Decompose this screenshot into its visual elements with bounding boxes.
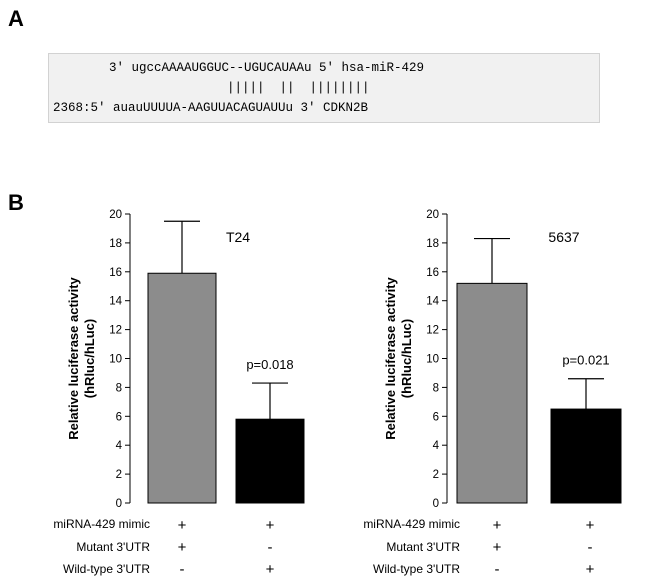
y-tick-label-5637: 4 — [433, 440, 440, 452]
bar-t24-1 — [235, 418, 305, 504]
y-tick-label-t24: 16 — [109, 267, 122, 279]
sign-right-mutant-mutant: + — [492, 539, 502, 556]
sign-left-wildtype-wildtype: + — [265, 561, 275, 578]
y-tick-label-t24: 20 — [109, 209, 122, 221]
sign-left-mimic-wildtype: + — [265, 517, 275, 534]
condition-label-mutant-left: Mutant 3'UTR — [76, 540, 150, 554]
sign-right-mutant-wildtype: - — [587, 539, 593, 556]
y-tick-label-5637: 20 — [426, 209, 439, 221]
sign-left-mutant-wildtype: - — [267, 539, 273, 556]
y-tick-label-5637: 6 — [433, 411, 439, 423]
y-tick-label-5637: 2 — [433, 469, 439, 481]
chart-title-t24: T24 — [226, 229, 250, 245]
sign-right-wildtype-mutant: - — [494, 561, 500, 578]
y-tick-label-t24: 2 — [116, 469, 122, 481]
condition-label-wildtype-left: Wild-type 3'UTR — [63, 562, 150, 576]
y-tick-label-5637: 18 — [426, 238, 439, 250]
base-pairing-line: ||||| || |||||||| — [227, 81, 370, 95]
condition-label-mimic-right: miRNA-429 mimic — [363, 517, 460, 531]
bar-5637-1 — [550, 408, 622, 504]
y-axis-label-t24: Relative luciferase activity — [66, 276, 81, 439]
sign-right-wildtype-wildtype: + — [585, 561, 595, 578]
y-tick-label-t24: 6 — [116, 411, 122, 423]
sign-left-mutant-mutant: + — [177, 539, 187, 556]
y-axis-label-5637: (hRluc/hLuc) — [399, 319, 414, 398]
y-tick-label-t24: 0 — [116, 498, 122, 510]
y-tick-label-t24: 12 — [109, 325, 122, 337]
y-tick-label-5637: 10 — [426, 354, 439, 366]
condition-label-mimic-left: miRNA-429 mimic — [53, 517, 150, 531]
sign-right-mimic-mutant: + — [492, 517, 502, 534]
sign-left-mimic-mutant: + — [177, 517, 187, 534]
y-tick-label-5637: 0 — [433, 498, 439, 510]
p-value-annotation-t24: p=0.018 — [246, 357, 293, 372]
panel-label-a: A — [8, 6, 24, 31]
bar-t24-0 — [147, 272, 217, 504]
target-sequence-line: 2368:5' auauUUUUA-AAGUUACAGUAUUu 3' CDKN… — [53, 101, 369, 115]
y-tick-label-t24: 8 — [116, 382, 122, 394]
sign-left-wildtype-mutant: - — [179, 561, 185, 578]
y-tick-label-5637: 8 — [433, 382, 439, 394]
y-axis-label-5637: Relative luciferase activity — [383, 276, 398, 439]
panel-label-b: B — [8, 190, 24, 215]
y-tick-label-t24: 4 — [116, 440, 123, 452]
y-tick-label-5637: 12 — [426, 325, 439, 337]
y-tick-label-t24: 10 — [109, 354, 122, 366]
y-tick-label-t24: 18 — [109, 238, 122, 250]
mirna-sequence-line: 3' ugccAAAAUGGUC--UGUCAUAAu 5' hsa-miR-4… — [109, 61, 425, 75]
chart-title-5637: 5637 — [548, 229, 579, 245]
y-tick-label-t24: 14 — [109, 296, 122, 308]
condition-label-wildtype-right: Wild-type 3'UTR — [373, 562, 460, 576]
sequence-alignment-box: 3' ugccAAAAUGGUC--UGUCAUAAu 5' hsa-miR-4… — [48, 53, 600, 123]
bar-5637-0 — [456, 282, 528, 504]
y-axis-label-t24: (hRluc/hLuc) — [82, 319, 97, 398]
y-tick-label-5637: 16 — [426, 267, 439, 279]
condition-label-mutant-right: Mutant 3'UTR — [386, 540, 460, 554]
y-tick-label-5637: 14 — [426, 296, 439, 308]
sign-right-mimic-wildtype: + — [585, 517, 595, 534]
p-value-annotation-5637: p=0.021 — [562, 353, 609, 368]
